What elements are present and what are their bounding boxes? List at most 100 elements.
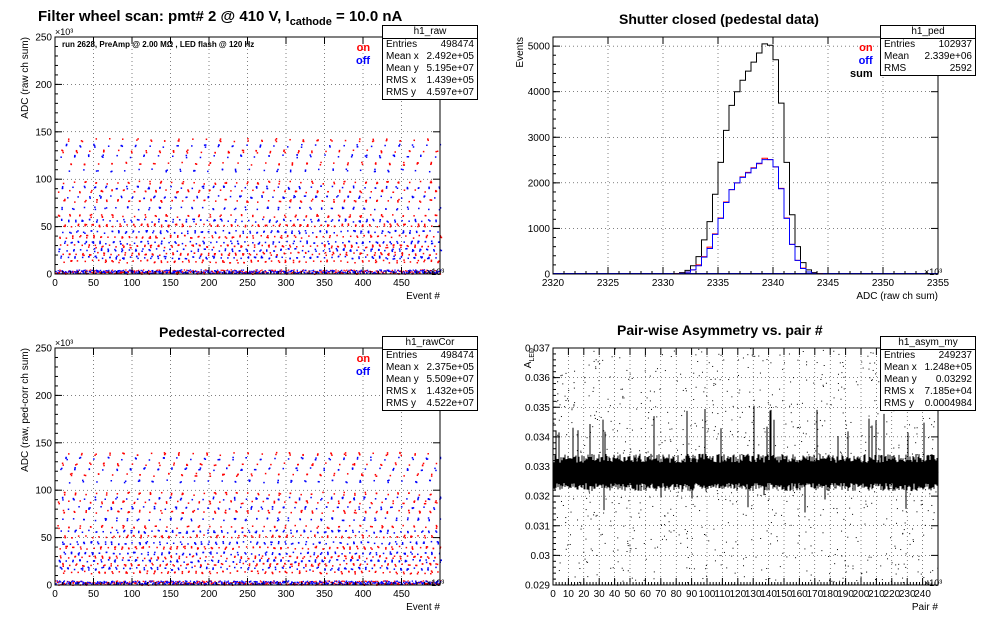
data-point [107, 510, 109, 512]
data-point [385, 560, 387, 562]
data-point [423, 230, 425, 232]
data-point [359, 555, 361, 557]
data-point [359, 196, 361, 198]
data-point [157, 269, 158, 270]
data-point [384, 250, 386, 252]
data-point [182, 200, 184, 202]
data-point [394, 564, 396, 566]
data-point [327, 224, 329, 226]
data-point [138, 169, 140, 171]
data-point [95, 557, 97, 559]
data-point [161, 272, 162, 273]
data-point [334, 183, 336, 185]
data-point [392, 557, 394, 559]
data-point [306, 474, 308, 476]
data-point [213, 257, 215, 259]
data-point [258, 224, 260, 226]
data-point [433, 236, 435, 238]
data-point [276, 452, 278, 454]
data-point [63, 464, 64, 466]
data-point [355, 510, 357, 512]
data-point [196, 473, 198, 475]
data-point [84, 181, 86, 183]
data-point [161, 552, 163, 554]
data-point [393, 246, 395, 248]
data-point [181, 269, 182, 270]
data-point [338, 156, 340, 158]
data-point [58, 251, 60, 253]
data-point [95, 568, 97, 570]
data-point [262, 555, 264, 557]
data-point [384, 223, 386, 225]
data-point [198, 191, 200, 193]
data-point [350, 249, 352, 251]
data-point [353, 230, 355, 232]
data-point [138, 231, 140, 233]
data-point [437, 564, 439, 566]
data-point [405, 248, 407, 250]
data-point [251, 260, 253, 262]
data-point [156, 271, 157, 272]
data-point [393, 256, 395, 258]
data-point [387, 221, 389, 223]
data-point [394, 568, 396, 570]
data-point [188, 260, 190, 262]
data-point [223, 242, 225, 244]
data-point [306, 240, 308, 242]
data-point [125, 252, 127, 254]
data-point [220, 245, 222, 247]
data-point [399, 258, 401, 260]
data-point [283, 565, 285, 567]
data-point [128, 560, 130, 562]
data-point [366, 272, 367, 273]
data-point [348, 241, 350, 243]
data-point [359, 557, 361, 559]
data-point [184, 548, 186, 550]
data-point [237, 241, 239, 243]
data-point [333, 201, 335, 203]
data-point [59, 237, 61, 239]
data-point [165, 453, 167, 455]
data-point [172, 258, 174, 260]
data-point [225, 248, 227, 250]
data-point [339, 464, 341, 466]
data-point [346, 252, 348, 254]
data-point [194, 565, 196, 567]
data-point [120, 225, 122, 227]
data-point [419, 250, 421, 252]
data-point [338, 500, 340, 502]
data-point [124, 170, 126, 172]
data-point [295, 215, 297, 217]
data-point [138, 271, 140, 273]
data-point [122, 557, 124, 559]
data-point [235, 169, 237, 171]
data-point [280, 201, 282, 203]
data-point [64, 242, 66, 244]
data-point [386, 557, 388, 559]
data-point [237, 554, 239, 556]
data-point [320, 271, 321, 272]
data-point [335, 536, 337, 538]
data-point [191, 145, 193, 147]
data-point [276, 271, 277, 272]
data-point [188, 571, 190, 573]
data-point [83, 565, 85, 567]
data-point [317, 191, 319, 193]
data-point [426, 562, 428, 564]
data-point [424, 259, 426, 261]
data-point [435, 156, 437, 158]
data-point [249, 565, 251, 567]
data-point [94, 556, 96, 558]
data-point [86, 548, 88, 550]
data-point [435, 214, 437, 216]
data-point [435, 219, 437, 221]
data-point [212, 560, 214, 562]
data-point [85, 270, 86, 271]
data-point [259, 536, 261, 538]
data-point [124, 254, 126, 256]
data-point [327, 272, 328, 273]
data-point [402, 169, 404, 171]
data-point [225, 547, 227, 549]
data-point [103, 567, 105, 569]
data-point [176, 145, 178, 147]
